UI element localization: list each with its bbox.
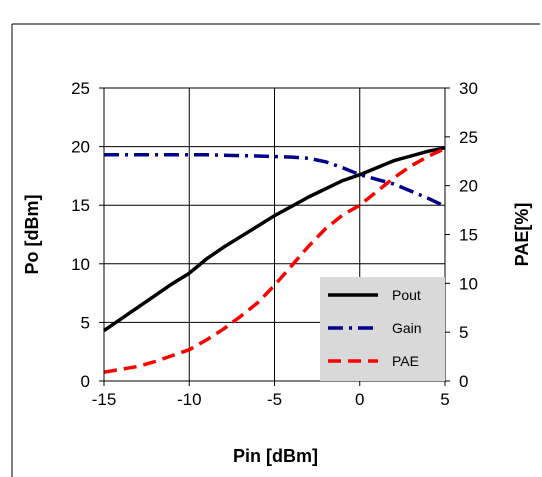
y-tick-label: 0 bbox=[81, 372, 90, 391]
x-tick-label: 5 bbox=[440, 390, 449, 409]
legend-label-pae: PAE bbox=[392, 353, 419, 369]
y-tick-label: 25 bbox=[71, 79, 90, 98]
series-line-gain bbox=[104, 153, 446, 208]
y2-tick-label: 30 bbox=[459, 79, 478, 98]
x-tick-label: -15 bbox=[92, 390, 117, 409]
y-tick-label: 20 bbox=[71, 138, 90, 157]
legend-label-pout: Pout bbox=[392, 287, 421, 303]
x-tick-label: -5 bbox=[267, 390, 282, 409]
y2-tick-label: 20 bbox=[459, 177, 478, 196]
legend: Pout Gain PAE bbox=[320, 277, 445, 381]
y2-tick-label: 10 bbox=[459, 274, 478, 293]
x-tick-label: 0 bbox=[355, 390, 364, 409]
y-tick-label: 15 bbox=[71, 196, 90, 215]
y-tick-label: 10 bbox=[71, 255, 90, 274]
series-layer bbox=[103, 146, 446, 374]
y2-tick-label: 15 bbox=[459, 226, 478, 245]
y-axis-title: Po [dBm] bbox=[22, 195, 42, 275]
legend-label-gain: Gain bbox=[392, 320, 422, 336]
x-tick-label: -10 bbox=[177, 390, 202, 409]
series-line-pout bbox=[103, 146, 446, 333]
y2-tick-label: 0 bbox=[459, 372, 468, 391]
y-tick-label: 5 bbox=[81, 313, 90, 332]
y2-tick-label: 5 bbox=[459, 323, 468, 342]
series-line-pae bbox=[103, 147, 446, 374]
y2-tick-label: 25 bbox=[459, 128, 478, 147]
y2-axis-title: PAE[%] bbox=[512, 203, 532, 267]
x-axis-title: Pin [dBm] bbox=[233, 446, 318, 466]
